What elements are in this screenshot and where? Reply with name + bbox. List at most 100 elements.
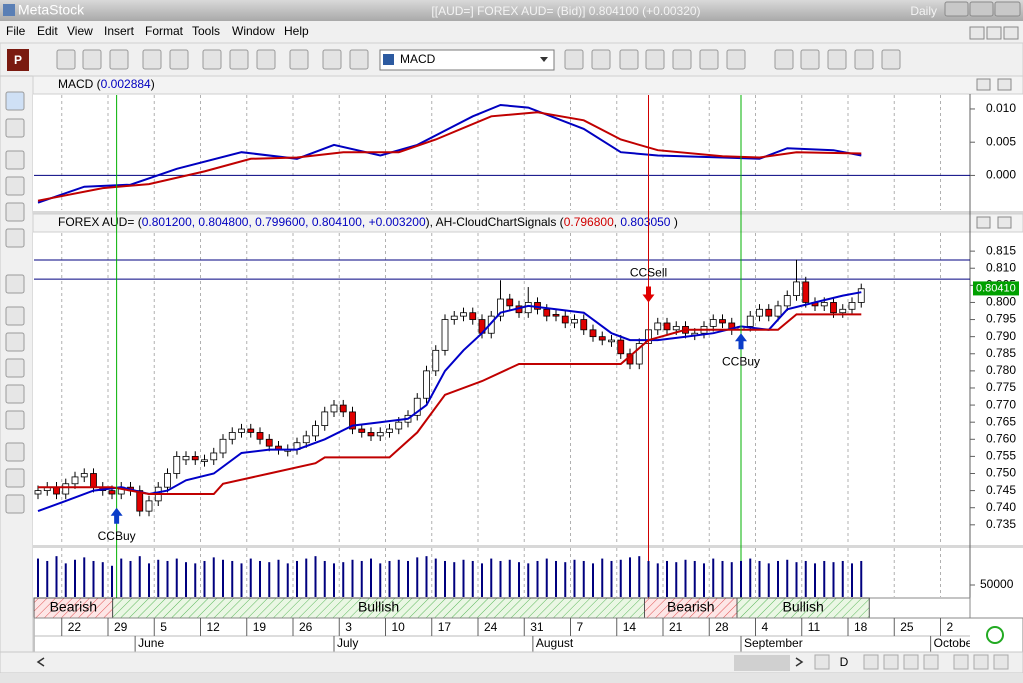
toolbar-button[interactable]: [256, 49, 276, 70]
nav-button[interactable]: [923, 654, 939, 670]
scroll-left[interactable]: [36, 657, 45, 667]
menu-item[interactable]: Format: [145, 24, 184, 38]
volume-bar: [296, 560, 298, 597]
tool-button[interactable]: [5, 468, 25, 488]
menu-item[interactable]: File: [6, 24, 26, 38]
date-label: 28: [715, 620, 729, 634]
tool-button[interactable]: [5, 410, 25, 430]
toolbar-button[interactable]: [109, 49, 129, 70]
price-title: FOREX AUD= (0.801200, 0.804800, 0.799600…: [58, 215, 678, 229]
toolbar-button[interactable]: [142, 49, 162, 70]
header-part: ): [670, 215, 677, 229]
volume-bar: [518, 562, 520, 597]
y-tick-label: 50000: [980, 577, 1014, 591]
toolbar-button[interactable]: [229, 49, 249, 70]
volume-bar: [120, 558, 123, 597]
toolbar-button[interactable]: [619, 49, 639, 70]
volume-bar: [610, 560, 613, 597]
candle-body: [802, 281, 810, 303]
nav-button[interactable]: [863, 654, 879, 670]
toolbar-button[interactable]: [881, 49, 901, 70]
toolbar-button[interactable]: [322, 49, 342, 70]
toolbar-button[interactable]: [564, 49, 584, 70]
candle-body: [654, 322, 662, 331]
tool-button[interactable]: [5, 442, 25, 462]
toolbar-button[interactable]: [854, 49, 874, 70]
status-bar: [0, 673, 1023, 683]
toolbar-button[interactable]: [774, 49, 794, 70]
volume-bar: [851, 563, 853, 597]
nav-button[interactable]: [903, 654, 919, 670]
panel-restore[interactable]: [976, 216, 991, 229]
tool-button[interactable]: [5, 176, 25, 196]
scroll-thumb[interactable]: [734, 655, 790, 671]
mdi-restore[interactable]: [986, 26, 1002, 40]
menu-item[interactable]: Help: [284, 24, 309, 38]
signal-label: CCBuy: [98, 529, 136, 543]
refresh-button[interactable]: [814, 654, 830, 670]
minimize-button[interactable]: [944, 1, 969, 17]
y-tick-label: 0.775: [986, 380, 1016, 394]
panel-close[interactable]: [997, 216, 1012, 229]
tool-button[interactable]: [5, 384, 25, 404]
toolbar-button[interactable]: [349, 49, 369, 70]
nav-button[interactable]: [973, 654, 989, 670]
mdi-close[interactable]: [1003, 26, 1019, 40]
tool-button[interactable]: [5, 274, 25, 294]
menu-item[interactable]: Tools: [192, 24, 220, 38]
volume-bar: [730, 562, 733, 597]
nav-button[interactable]: [883, 654, 899, 670]
toolbar-button[interactable]: [82, 49, 102, 70]
close-button[interactable]: [994, 1, 1021, 17]
tool-button[interactable]: [5, 150, 25, 170]
candle-body: [395, 421, 403, 430]
tool-button[interactable]: [5, 202, 25, 222]
candle-body: [756, 308, 763, 317]
nav-button[interactable]: [993, 654, 1009, 670]
toolbar-button[interactable]: [289, 49, 309, 70]
status-icon: [986, 626, 1004, 644]
volume-bar: [453, 562, 456, 597]
nav-button[interactable]: [953, 654, 969, 670]
scroll-right[interactable]: [795, 657, 804, 667]
panel-restore[interactable]: [976, 78, 991, 91]
toolbar-button[interactable]: [645, 49, 665, 70]
tool-button[interactable]: [5, 332, 25, 352]
menu-item[interactable]: Insert: [104, 24, 135, 38]
menu-bar: [0, 21, 1023, 43]
volume-bar: [860, 560, 863, 597]
mdi-controls: [969, 26, 1019, 40]
tool-button[interactable]: [5, 494, 25, 514]
y-tick-label: 0.765: [986, 414, 1016, 428]
profile-button[interactable]: [7, 49, 29, 71]
toolbar-button[interactable]: [591, 49, 611, 70]
indicator-line: [38, 313, 862, 495]
mdi-minimize[interactable]: [969, 26, 985, 40]
toolbar-button[interactable]: [672, 49, 692, 70]
menu-item[interactable]: View: [67, 24, 93, 38]
toolbar-button[interactable]: [169, 49, 189, 70]
tool-button[interactable]: [5, 358, 25, 378]
y-tick-label: 0.760: [986, 431, 1016, 445]
candle-body: [432, 349, 440, 372]
toolbar-button[interactable]: [699, 49, 719, 70]
volume-bar: [693, 560, 696, 597]
toolbar-button[interactable]: [202, 49, 222, 70]
maximize-button[interactable]: [969, 1, 994, 17]
tool-button[interactable]: [5, 118, 25, 138]
toolbar-button[interactable]: [726, 49, 746, 70]
indicator-select[interactable]: [379, 49, 555, 71]
toolbar-button[interactable]: [56, 49, 76, 70]
toolbar-button[interactable]: [800, 49, 820, 70]
candle-body: [358, 428, 366, 433]
toolbar-button[interactable]: [827, 49, 847, 70]
tool-button[interactable]: [5, 91, 25, 111]
menu-item[interactable]: Edit: [37, 24, 58, 38]
menu-item[interactable]: Window: [232, 24, 275, 38]
date-label: 29: [114, 620, 128, 634]
tool-button[interactable]: [5, 306, 25, 326]
period-button[interactable]: D: [840, 655, 849, 669]
tool-button[interactable]: [5, 228, 25, 248]
date-label: 21: [669, 620, 683, 634]
panel-close[interactable]: [997, 78, 1012, 91]
